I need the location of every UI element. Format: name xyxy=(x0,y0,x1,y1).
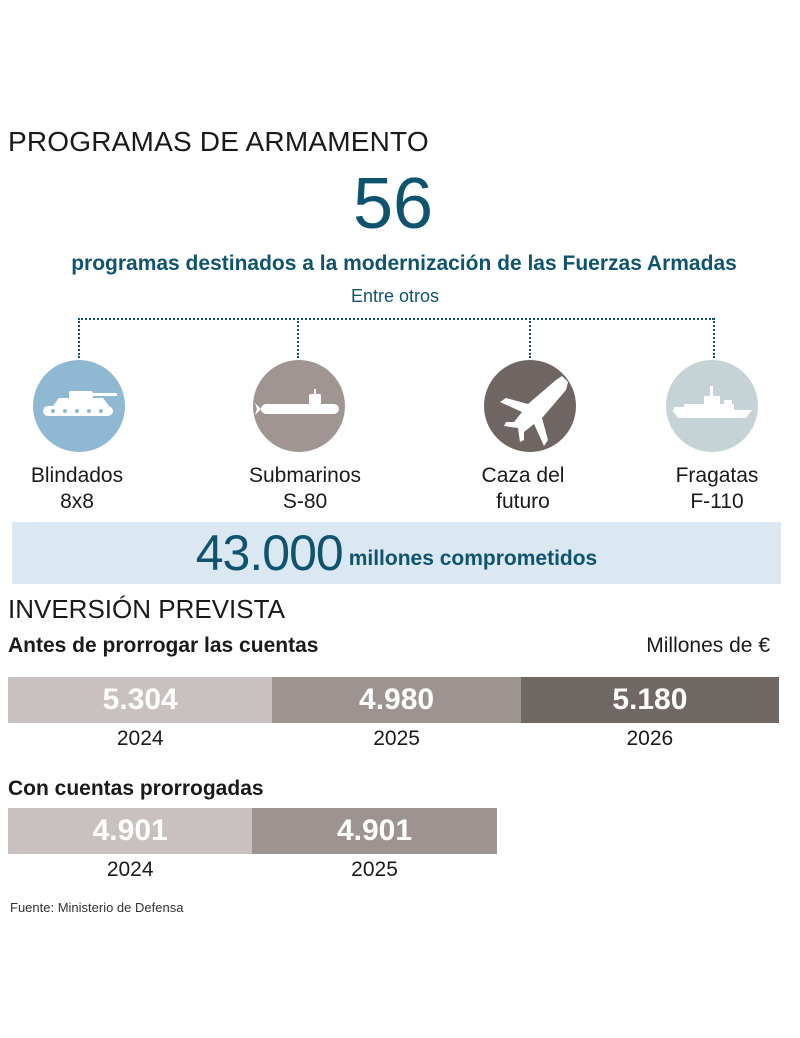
program-label-line1: Blindados xyxy=(30,464,124,487)
bar-value-label: 4.901 xyxy=(92,814,168,847)
program-label-line2: futuro xyxy=(496,490,550,513)
program-caza xyxy=(484,360,576,452)
program-label-line2: 8x8 xyxy=(60,490,94,513)
tank-icon xyxy=(43,391,117,416)
connector-drop xyxy=(78,318,80,358)
bar-2025: 4.901 xyxy=(252,808,497,854)
year-label: 2025 xyxy=(373,727,420,750)
fighter-jet-icon xyxy=(500,376,568,446)
among-others-label: Entre otros xyxy=(350,286,440,306)
bar-2026: 5.180 xyxy=(520,677,779,723)
programs-count: 56 xyxy=(352,164,434,244)
bar-value-label: 4.901 xyxy=(336,814,413,847)
year-label: 2024 xyxy=(116,727,164,750)
commitment-text: millones comprometidos xyxy=(348,547,598,570)
chart2-title: Con cuentas prorrogadas xyxy=(8,777,264,800)
connector-line xyxy=(78,318,714,320)
program-label: Blindados 8x8 xyxy=(0,463,162,515)
program-label-line1: Submarinos xyxy=(248,464,362,487)
bar-value-label: 4.980 xyxy=(359,683,435,716)
year-label: 2026 xyxy=(626,727,674,750)
investment-title: INVERSIÓN PREVISTA xyxy=(8,594,285,624)
program-fragatas xyxy=(666,360,758,452)
program-label: Submarinos S-80 xyxy=(220,463,390,515)
commitment-number: 43.000 xyxy=(195,525,344,581)
source-note: Fuente: Ministerio de Defensa xyxy=(10,900,184,915)
bar-2024: 5.304 xyxy=(8,677,273,723)
program-submarinos xyxy=(253,360,345,452)
program-label: Caza del futuro xyxy=(438,463,608,515)
page-title: PROGRAMAS DE ARMAMENTO xyxy=(8,126,429,157)
chart1-title: Antes de prorrogar las cuentas xyxy=(8,634,319,657)
commitment-banner: 43.000 millones comprometidos xyxy=(12,522,781,584)
frigate-icon xyxy=(672,386,752,418)
program-label-line2: F-110 xyxy=(690,490,744,513)
connector-drop xyxy=(713,318,715,358)
bar-2025: 4.980 xyxy=(272,677,521,723)
bar-value-label: 5.304 xyxy=(102,683,178,716)
submarine-icon xyxy=(255,389,339,415)
program-label-line1: Fragatas xyxy=(675,464,759,487)
program-label-line2: S-80 xyxy=(282,490,328,513)
bar-2024: 4.901 xyxy=(8,808,253,854)
program-label: Fragatas F-110 xyxy=(632,463,800,515)
year-label: 2025 xyxy=(351,858,398,881)
programs-subtitle: programas destinados a la modernización … xyxy=(71,252,737,275)
connector-drop xyxy=(297,318,299,358)
year-label: 2024 xyxy=(106,858,154,881)
program-label-line1: Caza del xyxy=(481,464,565,487)
unit-label: Millones de € xyxy=(646,634,770,657)
bar-value-label: 5.180 xyxy=(612,683,688,716)
connector-drop xyxy=(529,318,531,358)
program-blindados xyxy=(33,360,125,452)
